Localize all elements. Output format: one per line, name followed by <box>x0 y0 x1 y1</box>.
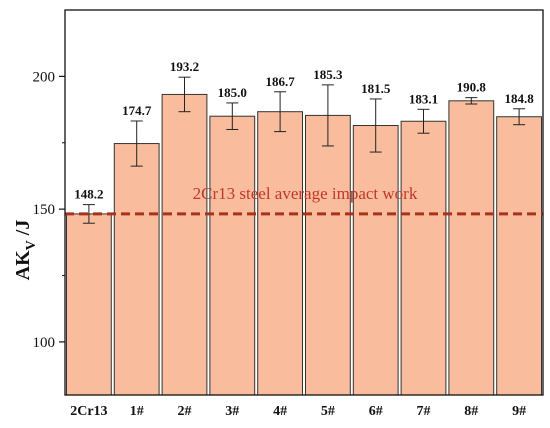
data-label-5#: 185.3 <box>313 67 343 82</box>
data-label-2#: 193.2 <box>170 59 199 74</box>
x-tick-label-1#: 1# <box>130 404 144 419</box>
bar-6# <box>352 125 399 396</box>
reference-line-label: 2Cr13 steel average impact work <box>193 184 418 203</box>
bars-layer <box>66 93 543 396</box>
data-label-6#: 181.5 <box>361 81 391 96</box>
bar-5# <box>305 114 351 396</box>
data-label-9#: 184.8 <box>504 91 534 106</box>
bar-9# <box>496 116 543 396</box>
x-tick-label-2Cr13: 2Cr13 <box>70 404 107 419</box>
x-tick-label-9#: 9# <box>512 404 526 419</box>
y-tick-label-150: 150 <box>33 202 56 218</box>
y-axis-label-subscript: V <box>24 240 39 250</box>
y-axis-label: AKV /J <box>12 220 39 281</box>
x-tick-label-8#: 8# <box>464 404 478 419</box>
x-tick-label-4#: 4# <box>273 404 287 419</box>
bar-7# <box>400 120 447 396</box>
plot-frame <box>64 9 544 396</box>
data-label-3#: 185.0 <box>218 85 247 100</box>
y-axis-label-unit: /J <box>12 220 34 241</box>
data-label-8#: 190.8 <box>457 80 487 95</box>
bar-8# <box>448 100 495 396</box>
y-axis-label-main: AK <box>12 250 34 280</box>
bar-2# <box>161 93 208 396</box>
error-bars-layer <box>82 76 526 224</box>
data-label-2Cr13: 148.2 <box>74 187 103 202</box>
y-tick-label-100: 100 <box>33 335 56 351</box>
data-labels-layer: 148.2 174.7 193.2 185.0 186.7 185.3 181.5 183.1… <box>74 59 534 201</box>
bar-3# <box>209 115 256 396</box>
bar-2Cr13 <box>66 213 112 396</box>
y-axis-ticks: 100 150 200 <box>33 69 65 351</box>
data-label-4#: 186.7 <box>265 74 295 89</box>
x-axis-labels: 2Cr13 1# 2# 3# 4# 5# 6# 7# 8# 9# <box>70 404 526 419</box>
reference-line-layer: 2Cr13 steel average impact work <box>65 184 543 216</box>
data-label-7#: 183.1 <box>409 91 438 106</box>
bar-1# <box>113 143 160 396</box>
bar-4# <box>257 111 304 396</box>
x-tick-label-7#: 7# <box>417 404 431 419</box>
y-tick-label-200: 200 <box>33 69 56 85</box>
x-tick-label-3#: 3# <box>225 404 239 419</box>
data-label-1#: 174.7 <box>122 103 152 118</box>
x-tick-label-5#: 5# <box>321 404 335 419</box>
x-tick-label-6#: 6# <box>369 404 383 419</box>
x-tick-label-2#: 2# <box>178 404 192 419</box>
